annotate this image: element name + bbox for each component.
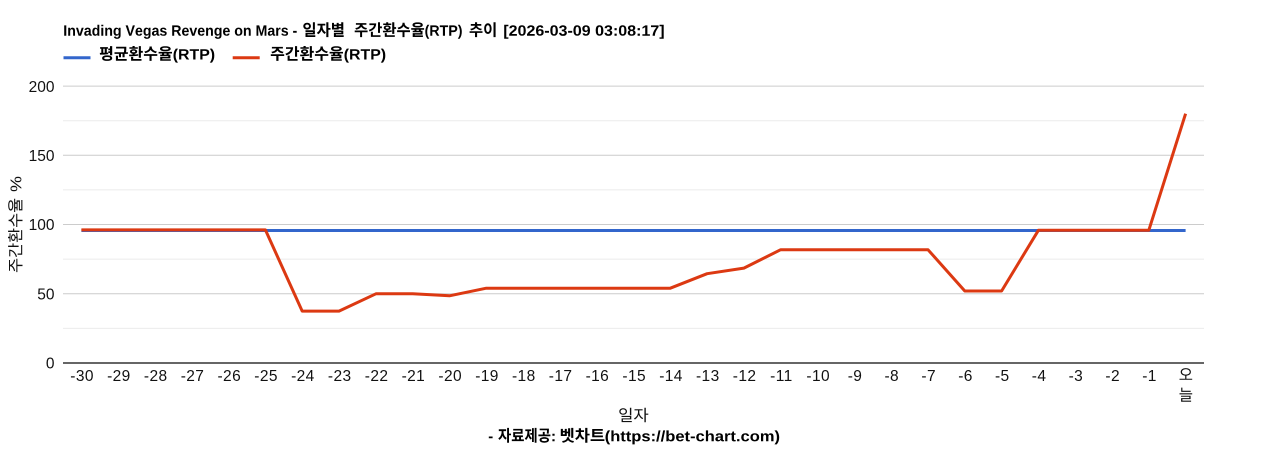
- svg-text:-14: -14: [659, 368, 683, 385]
- svg-text:-10: -10: [806, 368, 830, 385]
- svg-text:-4: -4: [1032, 368, 1047, 385]
- svg-text:-29: -29: [107, 368, 131, 385]
- svg-text:-11: -11: [770, 368, 792, 385]
- svg-text:-1: -1: [1142, 368, 1157, 385]
- svg-text:-21: -21: [402, 368, 426, 385]
- svg-text:-16: -16: [586, 368, 610, 385]
- svg-text:-3: -3: [1069, 368, 1084, 385]
- svg-text:-13: -13: [696, 368, 720, 385]
- svg-text:50: 50: [37, 287, 55, 304]
- svg-text:200: 200: [29, 79, 55, 96]
- svg-text:-27: -27: [181, 368, 205, 385]
- svg-text:-5: -5: [995, 368, 1010, 385]
- svg-text:-6: -6: [958, 368, 973, 385]
- svg-text:-22: -22: [365, 368, 389, 385]
- svg-text:-9: -9: [848, 368, 863, 385]
- svg-text:-28: -28: [144, 368, 168, 385]
- svg-text:-17: -17: [549, 368, 573, 385]
- svg-text:-12: -12: [733, 368, 757, 385]
- svg-text:150: 150: [29, 148, 55, 165]
- svg-text:-30: -30: [70, 368, 94, 385]
- svg-text:-20: -20: [438, 368, 462, 385]
- svg-text:-15: -15: [622, 368, 646, 385]
- svg-text:-23: -23: [328, 368, 352, 385]
- svg-text:100: 100: [29, 217, 55, 234]
- svg-text:-24: -24: [291, 368, 315, 385]
- svg-text:-2: -2: [1105, 368, 1120, 385]
- svg-text:-25: -25: [254, 368, 278, 385]
- svg-text:-26: -26: [217, 368, 241, 385]
- svg-text:-19: -19: [475, 368, 499, 385]
- svg-text:0: 0: [46, 356, 55, 373]
- svg-text:-7: -7: [921, 368, 936, 385]
- svg-text:-8: -8: [885, 368, 900, 385]
- svg-text:-18: -18: [512, 368, 536, 385]
